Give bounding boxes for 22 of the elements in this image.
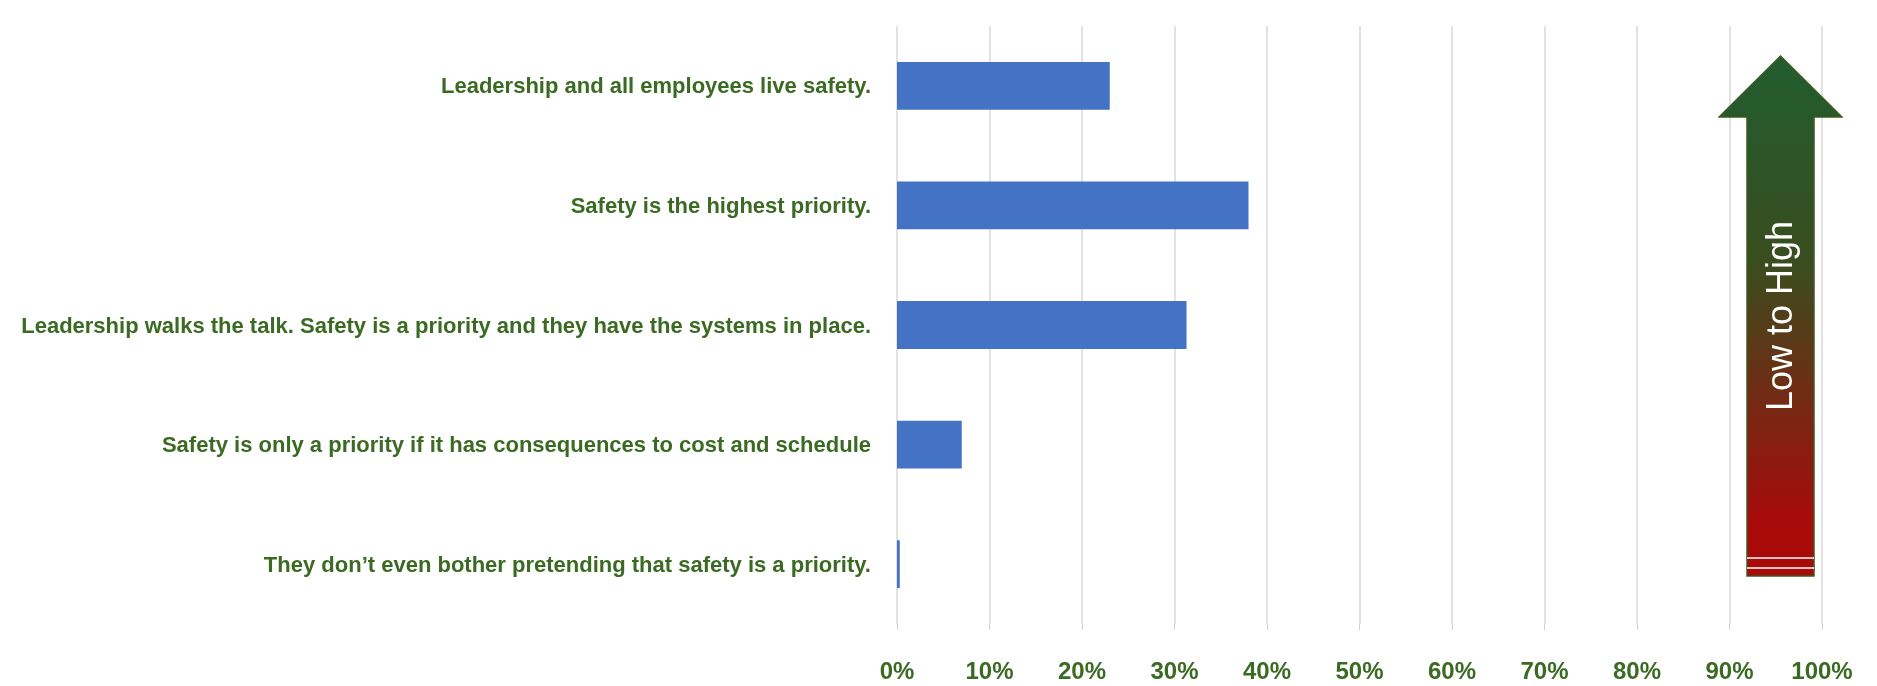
annotation: Low to High <box>1759 220 1801 412</box>
x-tick-label: 90% <box>1705 656 1754 684</box>
bar <box>897 420 962 469</box>
x-tick-label: 20% <box>1057 656 1107 684</box>
x-tick-label: 70% <box>1520 656 1569 684</box>
y-tick-label: They don’t even bother pretending that safety is a priority. <box>263 551 871 577</box>
bar <box>897 301 1187 349</box>
x-tick-label: 30% <box>1150 656 1199 684</box>
x-tick-label: 100% <box>1791 656 1853 684</box>
x-tick-label: 50% <box>1335 656 1384 684</box>
bar <box>897 540 900 589</box>
y-tick-label: Leadership and all employees live safety. <box>441 73 871 99</box>
bar <box>897 181 1249 230</box>
x-tick-label: 60% <box>1427 656 1477 684</box>
x-tick-label: 80% <box>1612 656 1662 684</box>
x-tick-label: 40% <box>1242 656 1292 684</box>
y-tick-label: Safety is only a priority if it has consequences to cost and schedule <box>161 432 871 458</box>
y-tick-label: Safety is the highest priority. <box>570 192 871 218</box>
x-tick-label: 0% <box>879 656 915 684</box>
y-tick-label: Leadership walks the talk. Safety is a priority and they have the systems in place. <box>21 312 871 338</box>
bar <box>897 61 1110 110</box>
x-tick-label: 10% <box>965 656 1014 684</box>
